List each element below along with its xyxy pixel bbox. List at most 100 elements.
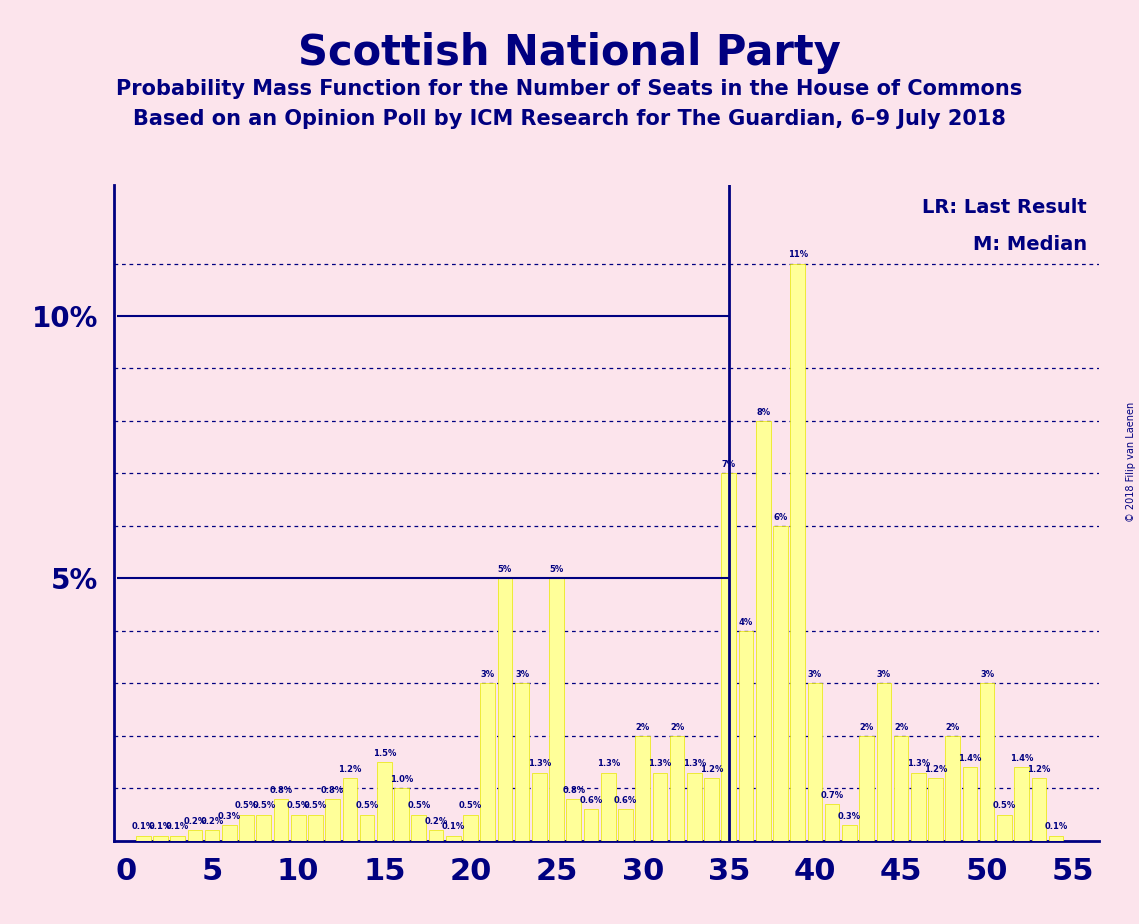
Text: 2%: 2% (860, 723, 874, 732)
Text: 1.3%: 1.3% (907, 760, 929, 769)
Text: 0.2%: 0.2% (425, 817, 448, 826)
Text: 6%: 6% (773, 513, 787, 522)
Bar (670, 736, 685, 841)
Bar (377, 762, 392, 841)
Bar (256, 815, 271, 841)
Bar (1049, 835, 1064, 841)
Text: 0.5%: 0.5% (252, 801, 276, 810)
Bar (911, 772, 926, 841)
Bar (290, 815, 305, 841)
Text: 8%: 8% (756, 407, 770, 417)
Text: 0.2%: 0.2% (200, 817, 223, 826)
Text: 0.1%: 0.1% (166, 822, 189, 832)
Text: 0.5%: 0.5% (355, 801, 379, 810)
Text: 0.8%: 0.8% (270, 785, 293, 795)
Bar (481, 684, 495, 841)
Text: 0.3%: 0.3% (838, 812, 861, 821)
Bar (980, 684, 994, 841)
Text: 0.1%: 0.1% (132, 822, 155, 832)
Bar (601, 772, 615, 841)
Text: © 2018 Filip van Laenen: © 2018 Filip van Laenen (1126, 402, 1136, 522)
Text: 0.1%: 0.1% (149, 822, 172, 832)
Bar (653, 772, 667, 841)
Text: 5%: 5% (498, 565, 513, 574)
Bar (825, 804, 839, 841)
Text: LR: Last Result: LR: Last Result (923, 198, 1087, 217)
Bar (1015, 767, 1029, 841)
Text: 0.5%: 0.5% (459, 801, 482, 810)
Bar (326, 799, 339, 841)
Bar (549, 578, 564, 841)
Text: 2%: 2% (670, 723, 685, 732)
Text: 3%: 3% (808, 670, 822, 679)
Text: 0.5%: 0.5% (287, 801, 310, 810)
Text: M: Median: M: Median (973, 235, 1087, 254)
Text: 0.3%: 0.3% (218, 812, 240, 821)
Text: 1.4%: 1.4% (958, 754, 982, 763)
Text: 3%: 3% (515, 670, 530, 679)
Bar (171, 835, 185, 841)
Bar (877, 684, 891, 841)
Bar (136, 835, 150, 841)
Bar (411, 815, 426, 841)
Text: 2%: 2% (636, 723, 650, 732)
Text: 0.6%: 0.6% (580, 796, 603, 805)
Bar (309, 815, 322, 841)
Text: 4%: 4% (739, 618, 753, 626)
Bar (188, 831, 203, 841)
Bar (532, 772, 547, 841)
Bar (618, 809, 633, 841)
Bar (962, 767, 977, 841)
Text: 3%: 3% (877, 670, 891, 679)
Text: 0.5%: 0.5% (304, 801, 327, 810)
Text: 0.1%: 0.1% (1044, 822, 1067, 832)
Bar (687, 772, 702, 841)
Bar (583, 809, 598, 841)
Text: 0.1%: 0.1% (442, 822, 465, 832)
Text: 5%: 5% (549, 565, 564, 574)
Bar (273, 799, 288, 841)
Text: 1.3%: 1.3% (527, 760, 551, 769)
Text: 7%: 7% (722, 460, 736, 469)
Text: 1.2%: 1.2% (699, 765, 723, 773)
Bar (928, 778, 943, 841)
Bar (739, 631, 753, 841)
Text: 1.2%: 1.2% (1027, 765, 1050, 773)
Bar (343, 778, 358, 841)
Bar (205, 831, 220, 841)
Bar (756, 421, 771, 841)
Bar (464, 815, 477, 841)
Bar (1032, 778, 1046, 841)
Bar (428, 831, 443, 841)
Text: 0.2%: 0.2% (183, 817, 206, 826)
Text: 1.2%: 1.2% (924, 765, 948, 773)
Text: 11%: 11% (788, 250, 808, 260)
Text: 1.0%: 1.0% (390, 775, 413, 784)
Text: 0.8%: 0.8% (563, 785, 585, 795)
Text: 0.7%: 0.7% (820, 791, 844, 800)
Text: 0.5%: 0.5% (407, 801, 431, 810)
Text: 3%: 3% (481, 670, 494, 679)
Text: 1.3%: 1.3% (648, 760, 672, 769)
Text: Probability Mass Function for the Number of Seats in the House of Commons: Probability Mass Function for the Number… (116, 79, 1023, 99)
Bar (773, 526, 788, 841)
Bar (566, 799, 581, 841)
Bar (360, 815, 375, 841)
Text: 2%: 2% (894, 723, 908, 732)
Text: 1.3%: 1.3% (597, 760, 620, 769)
Bar (239, 815, 254, 841)
Bar (636, 736, 650, 841)
Text: Scottish National Party: Scottish National Party (298, 32, 841, 74)
Bar (704, 778, 719, 841)
Bar (997, 815, 1011, 841)
Text: 0.5%: 0.5% (993, 801, 1016, 810)
Bar (859, 736, 874, 841)
Bar (808, 684, 822, 841)
Bar (153, 835, 167, 841)
Text: 3%: 3% (981, 670, 994, 679)
Text: Based on an Opinion Poll by ICM Research for The Guardian, 6–9 July 2018: Based on an Opinion Poll by ICM Research… (133, 109, 1006, 129)
Bar (894, 736, 909, 841)
Text: 0.8%: 0.8% (321, 785, 344, 795)
Bar (945, 736, 960, 841)
Bar (222, 825, 237, 841)
